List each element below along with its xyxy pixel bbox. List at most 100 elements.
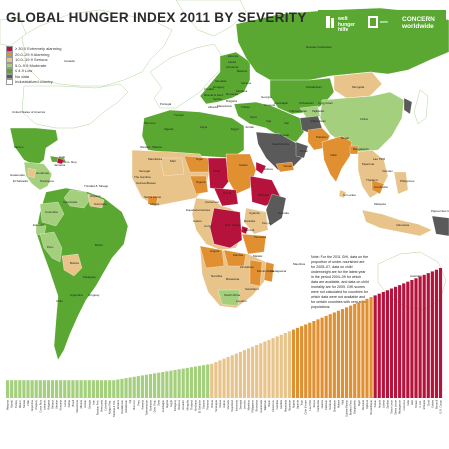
ranking-bar (377, 293, 381, 398)
ranking-country-label: Guatemala (259, 399, 263, 412)
map-label: Australia (410, 274, 422, 278)
ranking-bar (406, 281, 410, 398)
map-label: Egypt (231, 127, 239, 131)
legend-item: 20.0–29.9 Alarming (6, 51, 61, 57)
logo-area: welt hunger hilfe IFPRI CONCERN worldwid… (318, 10, 446, 36)
ranking-country-label: Côte d'Ivoire (304, 399, 308, 414)
ranking-bar (153, 373, 157, 398)
map-label: Dom. Rep. (63, 160, 78, 164)
ranking-country-label: Djibouti (365, 400, 369, 409)
ranking-bar (79, 380, 83, 398)
ranking-bar (75, 380, 79, 398)
ranking-country-label: Moldova (177, 399, 181, 409)
legend-label: ≤ 4.9 Low (15, 68, 33, 74)
ranking-country-label: Indonesia (234, 399, 238, 411)
map-label: Swaziland (245, 287, 259, 291)
ranking-bar (181, 368, 185, 398)
ranking-bar (316, 319, 320, 398)
country-guatemala (27, 167, 37, 179)
welt-logo-text: welt hunger hilfe (338, 16, 355, 33)
page-title: GLOBAL HUNGER INDEX 2011 BY SEVERITY (6, 10, 307, 25)
country-canada (21, 9, 173, 87)
ranking-bar (287, 331, 291, 398)
map-label: Lesotho (236, 299, 247, 303)
map-label: D.R. Congo (225, 223, 241, 227)
map-label: Nigeria (196, 180, 206, 184)
map-label: Bulgaria (226, 99, 237, 103)
country-mexico (9, 127, 59, 167)
ranking-country-label: Belarus (51, 399, 55, 408)
ranking-bar (259, 343, 263, 398)
map-label: Gabon (193, 219, 202, 223)
country-sri-lanka (338, 189, 347, 199)
map-label: Kazakhstan (306, 85, 322, 89)
map-label: Oman (300, 149, 309, 153)
ranking-bar (418, 276, 422, 398)
ranking-country-label: Tanzania (361, 399, 365, 410)
map-label: Tanzania (254, 235, 266, 239)
ranking-country-label: Swaziland (230, 399, 234, 411)
ranking-bar (206, 364, 210, 398)
map-label: India (330, 153, 337, 157)
ranking-country-label: Nigeria (291, 399, 295, 408)
ranking-country-label: El Salvador (198, 400, 202, 413)
ranking-bar (226, 356, 230, 398)
ranking-bar (120, 378, 124, 398)
ranking-bar (42, 380, 46, 398)
ranking-bar (426, 273, 430, 398)
country-nigeria (189, 175, 209, 195)
ranking-country-label: Kazakhstan (120, 399, 124, 413)
ranking-bar (6, 380, 10, 398)
map-label: Armenia (264, 103, 276, 107)
ranking-country-label: Trinidad & Tob. (112, 400, 116, 418)
ranking-country-label: Latvia (63, 399, 67, 406)
ranking-country-label: Colombia (104, 399, 108, 411)
ranking-country-label: Kyrgyz Rep. (108, 400, 112, 414)
ranking-bar (332, 312, 336, 398)
ranking-bar (398, 285, 402, 398)
map-label: Guatemala (10, 173, 25, 177)
map-label: Mali (170, 159, 176, 163)
ranking-country-label: Dom. Rep. (153, 400, 157, 413)
ranking-bar (63, 380, 67, 398)
ranking-country-label: Venezuela (100, 399, 104, 412)
ranking-bar (148, 374, 153, 398)
ranking-bar (104, 380, 108, 398)
country-north-korea (403, 97, 413, 115)
country-car (213, 187, 239, 207)
ranking-country-label: Armenia (140, 399, 144, 409)
ranking-country-label: Morocco (132, 399, 136, 410)
ranking-bar (136, 376, 140, 398)
ranking-country-label: Chad (426, 399, 430, 406)
ranking-country-label: Thailand (189, 399, 193, 410)
ranking-country-label: Gambia (279, 399, 283, 409)
map-label: Canada (64, 59, 75, 63)
alaska (0, 17, 27, 47)
ranking-bar (340, 309, 345, 398)
ranking-bar (349, 305, 353, 398)
ranking-country-label: Sierra Leone (394, 399, 398, 414)
ranking-country-label: Comoros (402, 399, 406, 410)
map-label: Madagascar (270, 269, 287, 273)
ranking-bar (361, 300, 365, 398)
ranking-country-label: Algeria (165, 399, 169, 408)
ranking-bar (312, 321, 316, 398)
map-label: Congo (204, 224, 213, 228)
ranking-country-label: Cambodia (316, 399, 320, 411)
ranking-country-label: Guinea-Bissau (345, 399, 349, 417)
ranking-country-label: Romania (59, 399, 63, 410)
ranking-country-label: India (406, 399, 410, 405)
country-somalia (265, 193, 287, 227)
ranking-country-label: Yemen (414, 399, 418, 408)
ranking-bar (34, 380, 38, 398)
ranking-country-label: Georgia (87, 399, 91, 409)
country-eritrea (255, 161, 267, 175)
ranking-bar (87, 380, 91, 398)
map-label: Papua New Guinea (431, 209, 449, 213)
logo-background (318, 10, 446, 36)
map-label: Slovakia (215, 79, 227, 83)
map-labels: Canada United States of America Mexico Guat… (10, 45, 449, 303)
ranking-bar (271, 338, 275, 398)
map-label: Romania (226, 92, 238, 96)
